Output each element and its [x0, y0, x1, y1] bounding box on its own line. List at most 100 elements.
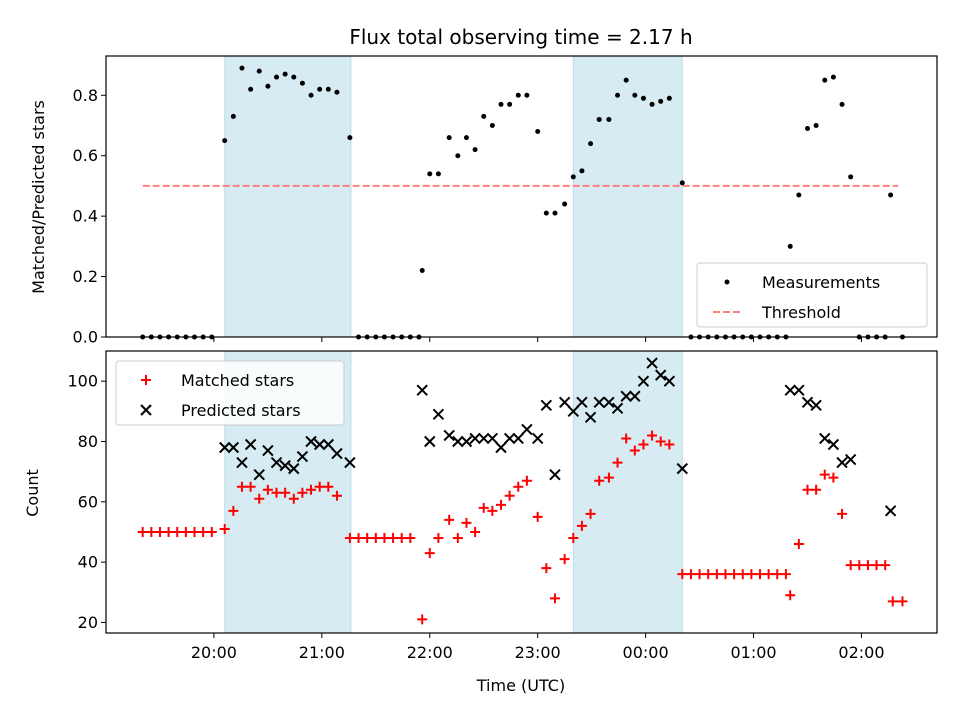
data-point: [256, 68, 262, 74]
x-tick-label: 23:00: [515, 643, 561, 662]
data-point: [848, 174, 854, 180]
matched-point: [370, 532, 381, 543]
predicted-point: [478, 432, 490, 445]
predicted-point: [424, 435, 436, 448]
predicted-point: [322, 438, 335, 451]
matched-point: [612, 457, 623, 468]
matched-point: [379, 532, 390, 543]
predicted-point: [637, 375, 650, 387]
matched-point: [280, 487, 291, 498]
x-tick-label: 22:00: [407, 643, 453, 662]
x-tick-label: 21:00: [299, 643, 345, 662]
matched-point: [180, 526, 191, 537]
matched-point: [198, 526, 209, 537]
predicted-point: [819, 432, 831, 445]
shaded-interval: [572, 55, 683, 338]
matched-point: [306, 484, 317, 495]
legend-marker: [140, 404, 152, 416]
matched-point: [664, 439, 675, 450]
matched-point: [720, 569, 731, 580]
matched-point: [396, 532, 407, 543]
data-point: [230, 113, 236, 119]
matched-point: [897, 596, 908, 607]
data-point: [489, 122, 495, 128]
matched-point: [388, 532, 399, 543]
data-point: [552, 210, 558, 216]
data-point: [830, 74, 836, 80]
y-tick-label: 80: [78, 432, 98, 451]
predicted-point: [486, 432, 499, 445]
predicted-point: [801, 396, 814, 408]
data-point: [222, 138, 228, 144]
axes-frame: [105, 350, 938, 634]
matched-point: [837, 508, 848, 519]
matched-point: [629, 445, 640, 456]
matched-point: [763, 569, 774, 580]
matched-point: [780, 569, 791, 580]
matched-point: [854, 560, 865, 571]
matched-point: [362, 532, 373, 543]
data-point: [543, 210, 549, 216]
matched-point: [862, 560, 873, 571]
data-point: [570, 174, 576, 180]
matched-point: [711, 569, 722, 580]
predicted-point: [549, 468, 561, 481]
legend: Matched stars Predicted stars: [115, 360, 345, 426]
predicted-point: [629, 390, 641, 402]
matched-point: [271, 487, 282, 498]
matched-point: [245, 481, 256, 492]
predicted-point: [244, 438, 257, 451]
y-tick-label: 20: [78, 613, 98, 632]
data-point: [291, 74, 297, 80]
predicted-point: [558, 396, 571, 408]
x-axis-label: Time (UTC): [476, 676, 565, 695]
y-axis-label-top: Matched/Predicted stars: [29, 100, 48, 294]
predicted-point: [313, 438, 326, 451]
predicted-point: [469, 432, 481, 445]
predicted-point: [416, 384, 428, 396]
matched-point: [621, 433, 632, 444]
matched-point: [172, 526, 183, 537]
data-point: [579, 168, 585, 174]
matched-point: [729, 569, 740, 580]
data-point: [481, 113, 487, 119]
legend: Measurements Threshold: [696, 262, 928, 328]
matched-point: [228, 505, 239, 516]
predicted-point: [827, 438, 840, 451]
data-point: [317, 86, 323, 92]
predicted-point: [227, 441, 240, 454]
predicted-point: [279, 459, 291, 472]
predicted-point: [646, 357, 658, 369]
predicted-point: [810, 399, 822, 411]
matched-point: [424, 548, 435, 559]
data-point: [308, 92, 314, 98]
y-axis-label-bottom: Count: [23, 469, 42, 517]
data-point: [515, 92, 521, 98]
matched-point: [594, 475, 605, 486]
predicted-point: [331, 447, 343, 460]
matched-point: [137, 526, 148, 537]
matched-point: [495, 499, 506, 510]
predicted-point: [584, 411, 597, 424]
matched-point: [444, 514, 455, 525]
data-point: [299, 80, 305, 86]
panel-bottom-count: 20 40 60 80 100 20:00 21:00 22:00 23:00 00:00 01:0…: [67, 350, 938, 662]
matched-point: [470, 526, 481, 537]
data-point: [606, 116, 612, 122]
y-tick-label: 40: [78, 553, 98, 572]
matched-point: [452, 532, 463, 543]
data-point: [796, 192, 802, 198]
shaded-interval: [224, 55, 352, 338]
predicted-point: [236, 456, 248, 469]
matched-point: [772, 569, 783, 580]
matched-point: [871, 560, 882, 571]
predicted-point: [344, 456, 356, 469]
legend-label: Measurements: [762, 273, 880, 292]
matched-point: [323, 481, 334, 492]
predicted-point: [576, 396, 588, 408]
legend-marker: [141, 375, 151, 385]
matched-point: [353, 532, 364, 543]
matched-point: [344, 532, 355, 543]
data-point: [325, 86, 331, 92]
